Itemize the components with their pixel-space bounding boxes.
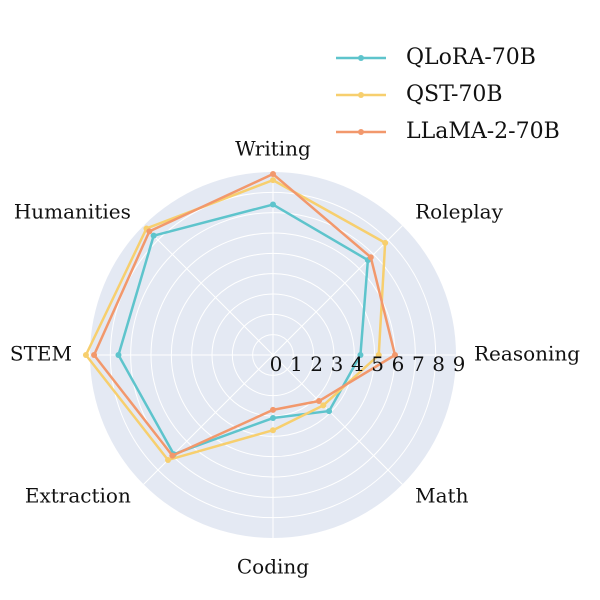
series-point-llama-2-70b bbox=[91, 352, 98, 358]
tick-label: 3 bbox=[331, 352, 344, 376]
grid-spoke bbox=[143, 354, 274, 485]
grid-spoke bbox=[272, 354, 403, 485]
series-point-qst-70b bbox=[382, 239, 389, 246]
tick-label: 7 bbox=[412, 352, 425, 376]
series-point-qlora-70b bbox=[357, 352, 364, 358]
series-point-qlora-70b bbox=[270, 415, 276, 422]
axis-label: STEM bbox=[10, 342, 72, 366]
legend-swatch-marker bbox=[358, 92, 364, 98]
series-point-llama-2-70b bbox=[270, 406, 276, 413]
series-point-qlora-70b bbox=[270, 201, 276, 208]
tick-label: 1 bbox=[290, 352, 303, 376]
axis-label: Extraction bbox=[25, 484, 131, 508]
series-point-llama-2-70b bbox=[392, 352, 398, 358]
series-point-llama-2-70b bbox=[316, 398, 323, 405]
grid-spoke bbox=[272, 225, 403, 356]
grid-spoke bbox=[143, 225, 274, 356]
axis-label: Reasoning bbox=[474, 342, 580, 366]
legend: QLoRA-70B QST-70B LLaMA-2-70B bbox=[336, 45, 560, 144]
series-point-qst-70b bbox=[165, 456, 172, 463]
legend-swatch-marker bbox=[358, 129, 364, 135]
series-point-llama-2-70b bbox=[367, 254, 374, 261]
series-point-llama-2-70b bbox=[146, 228, 153, 235]
axis-label: Math bbox=[415, 484, 468, 508]
series-point-qst-70b bbox=[82, 352, 89, 358]
series-point-qst-70b bbox=[270, 177, 276, 184]
tick-label: 9 bbox=[453, 352, 466, 376]
series-point-qst-70b bbox=[375, 352, 382, 358]
radar-series bbox=[82, 171, 398, 463]
tick-label: 5 bbox=[371, 352, 384, 376]
tick-label: 0 bbox=[270, 352, 283, 376]
tick-label: 8 bbox=[432, 352, 445, 376]
axis-label: Coding bbox=[237, 555, 309, 579]
legend-entry-label: QST-70B bbox=[406, 82, 503, 107]
series-point-llama-2-70b bbox=[270, 171, 276, 178]
series-point-qlora-70b bbox=[150, 232, 157, 239]
axis-labels: Writing Roleplay Reasoning Math Coding Extrac… bbox=[10, 137, 580, 579]
legend-entry-label: LLaMA-2-70B bbox=[406, 119, 560, 144]
series-point-qst-70b bbox=[320, 402, 327, 409]
axis-label: Writing bbox=[235, 137, 311, 161]
series-point-llama-2-70b bbox=[169, 452, 176, 459]
legend-entry-label: QLoRA-70B bbox=[406, 45, 536, 70]
radar-grid bbox=[90, 172, 456, 538]
series-point-qst-70b bbox=[270, 427, 276, 434]
tick-label: 6 bbox=[392, 352, 405, 376]
series-point-qlora-70b bbox=[326, 408, 333, 415]
legend-swatch-marker bbox=[358, 55, 364, 61]
tick-label: 4 bbox=[351, 352, 364, 376]
axis-label: Roleplay bbox=[415, 199, 503, 223]
axis-label: Humanities bbox=[14, 199, 131, 223]
tick-label: 2 bbox=[310, 352, 323, 376]
series-point-qlora-70b bbox=[115, 352, 122, 358]
